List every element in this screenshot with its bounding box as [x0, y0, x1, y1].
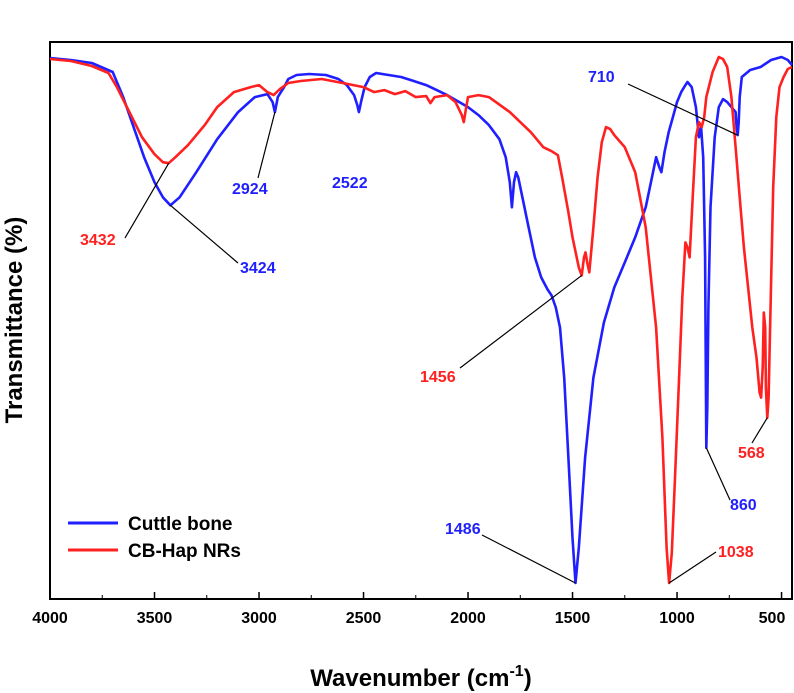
annotation-label-710: 710: [588, 69, 615, 86]
x-axis-label: Wavenumber (cm-1): [310, 663, 531, 692]
plot-frame: [49, 41, 793, 600]
annotation-layer: 3432 3424 2924 2522 1456 1486 1038 710 860 568: [80, 69, 768, 584]
series-line-cuttle-bone: [49, 55, 793, 585]
x-axis-label-main: Wavenumber (cm: [310, 665, 509, 692]
annotation-leader-1486: [481, 534, 576, 584]
x-tick-label-500: 500: [759, 610, 786, 627]
series-layer: [49, 55, 793, 585]
x-tick-label-3500: 3500: [137, 610, 173, 627]
annotation-leader-1038: [668, 551, 717, 584]
annotation-label-2522: 2522: [332, 175, 368, 192]
x-tick-label-3000: 3000: [241, 610, 277, 627]
annotation-label-1456: 1456: [420, 369, 456, 386]
annotation-leader-3432: [124, 162, 170, 239]
annotation-label-2924: 2924: [232, 181, 268, 198]
annotation-label-1486: 1486: [445, 521, 481, 538]
annotation-leader-3424: [170, 204, 239, 264]
annotation-leader-1456: [459, 274, 583, 369]
y-axis-label: Transmittance (%): [1, 217, 28, 424]
x-tick-layer: 4000 3500 3000 2500 2000 1500 1000 500: [32, 592, 785, 627]
x-axis-label-close: ): [524, 665, 532, 692]
x-tick-label-4000: 4000: [32, 610, 68, 627]
x-axis-label-sup: -1: [509, 663, 523, 680]
legend-label-cb-hap-nrs: CB-Hap NRs: [128, 541, 241, 562]
annotation-leader-710: [627, 83, 738, 136]
annotation-label-568: 568: [738, 445, 765, 462]
x-tick-label-1500: 1500: [555, 610, 591, 627]
annotation-leader-568: [751, 417, 768, 444]
annotation-leader-2924: [257, 111, 276, 179]
annotation-leader-860: [705, 447, 731, 501]
annotation-label-1038: 1038: [718, 544, 754, 561]
x-tick-label-2000: 2000: [450, 610, 486, 627]
series-line-cb-hap-nrs: [49, 55, 793, 585]
legend-label-cuttle-bone: Cuttle bone: [128, 514, 233, 535]
legend: Cuttle bone CB-Hap NRs: [68, 514, 241, 562]
x-tick-label-1000: 1000: [659, 610, 695, 627]
x-tick-label-2500: 2500: [346, 610, 382, 627]
annotation-label-3424: 3424: [240, 260, 276, 277]
annotation-label-860: 860: [730, 497, 757, 514]
annotation-label-3432: 3432: [80, 232, 116, 249]
